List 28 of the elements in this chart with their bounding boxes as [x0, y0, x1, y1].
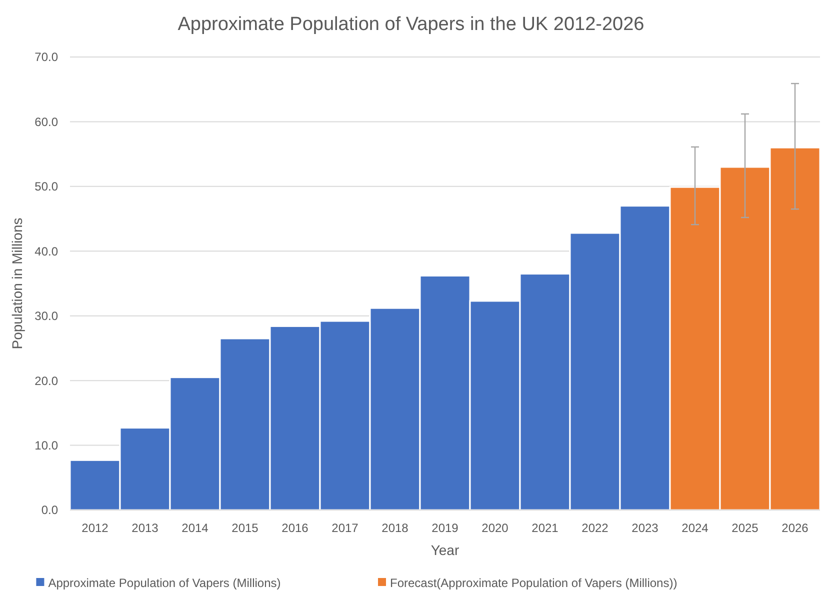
x-tick-label: 2019 — [432, 521, 459, 535]
x-tick-label: 2013 — [132, 521, 159, 535]
x-tick-label: 2018 — [382, 521, 409, 535]
y-tick-label: 10.0 — [34, 438, 58, 452]
chart-title: Approximate Population of Vapers in the UK 2012-2026 — [178, 14, 644, 35]
legend-label: Approximate Population of Vapers (Millions) — [48, 576, 281, 590]
x-tick-label: 2012 — [82, 521, 109, 535]
x-tick-label: 2020 — [482, 521, 509, 535]
y-tick-label: 0.0 — [41, 503, 58, 518]
y-tick-label: 20.0 — [34, 374, 58, 388]
y-tick-label: 30.0 — [34, 309, 58, 324]
x-tick-label: 2024 — [682, 521, 709, 535]
x-tick-label: 2017 — [332, 521, 359, 535]
legend-label: Forecast(Approximate Population of Vapers (Millions)) — [390, 576, 678, 590]
x-tick-label: 2021 — [532, 521, 559, 535]
y-tick-label: 60.0 — [34, 114, 58, 129]
y-tick-label: 40.0 — [34, 244, 58, 258]
x-axis-title: Year — [430, 542, 460, 558]
x-tick-label: 2015 — [232, 521, 259, 535]
x-tick-label: 2022 — [582, 521, 609, 535]
y-axis-title: Population in Millions — [9, 218, 25, 350]
x-tick-label: 2014 — [182, 521, 209, 535]
x-tick-label: 2023 — [632, 521, 659, 535]
x-tick-label: 2026 — [782, 521, 809, 535]
x-tick-label: 2016 — [282, 521, 309, 535]
x-tick-label: 2025 — [732, 521, 759, 535]
y-tick-label: 50.0 — [34, 180, 58, 194]
y-tick-label: 70.0 — [34, 50, 58, 64]
